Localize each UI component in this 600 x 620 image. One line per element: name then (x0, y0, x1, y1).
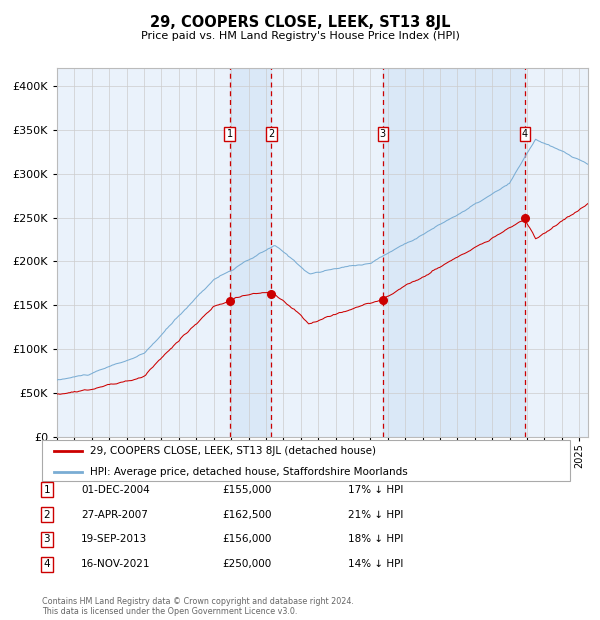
Text: 18% ↓ HPI: 18% ↓ HPI (348, 534, 403, 544)
Text: 2: 2 (268, 129, 275, 139)
Text: 4: 4 (522, 129, 528, 139)
Text: Contains HM Land Registry data © Crown copyright and database right 2024.: Contains HM Land Registry data © Crown c… (42, 597, 354, 606)
Text: £250,000: £250,000 (222, 559, 271, 569)
Text: 3: 3 (380, 129, 386, 139)
Text: £162,500: £162,500 (222, 510, 271, 520)
Text: 17% ↓ HPI: 17% ↓ HPI (348, 485, 403, 495)
Text: This data is licensed under the Open Government Licence v3.0.: This data is licensed under the Open Gov… (42, 606, 298, 616)
Text: HPI: Average price, detached house, Staffordshire Moorlands: HPI: Average price, detached house, Staf… (89, 467, 407, 477)
Bar (383, 68, 525, 437)
Text: £156,000: £156,000 (222, 534, 271, 544)
Bar (230, 68, 271, 437)
Text: 2: 2 (43, 510, 50, 520)
Text: 29, COOPERS CLOSE, LEEK, ST13 8JL: 29, COOPERS CLOSE, LEEK, ST13 8JL (150, 16, 450, 30)
Text: Price paid vs. HM Land Registry's House Price Index (HPI): Price paid vs. HM Land Registry's House … (140, 31, 460, 41)
Text: 4: 4 (43, 559, 50, 569)
Text: 01-DEC-2004: 01-DEC-2004 (81, 485, 150, 495)
Text: 3: 3 (43, 534, 50, 544)
Text: 1: 1 (43, 485, 50, 495)
Text: £155,000: £155,000 (222, 485, 271, 495)
Text: 14% ↓ HPI: 14% ↓ HPI (348, 559, 403, 569)
Text: 16-NOV-2021: 16-NOV-2021 (81, 559, 151, 569)
Text: 21% ↓ HPI: 21% ↓ HPI (348, 510, 403, 520)
Text: 29, COOPERS CLOSE, LEEK, ST13 8JL (detached house): 29, COOPERS CLOSE, LEEK, ST13 8JL (detac… (89, 446, 376, 456)
Text: 19-SEP-2013: 19-SEP-2013 (81, 534, 147, 544)
Text: 27-APR-2007: 27-APR-2007 (81, 510, 148, 520)
Text: 1: 1 (227, 129, 233, 139)
